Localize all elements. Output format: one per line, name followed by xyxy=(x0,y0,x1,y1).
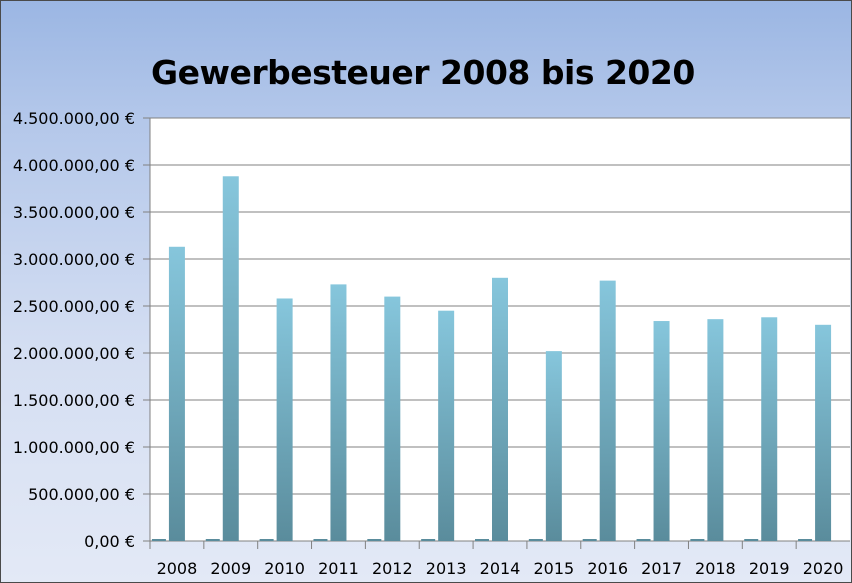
bar-baseline-marker xyxy=(475,539,489,541)
bar-baseline-marker xyxy=(151,539,166,541)
bar xyxy=(168,246,185,541)
bar xyxy=(707,319,724,541)
x-tick-label: 2012 xyxy=(372,559,413,578)
y-tick-label: 2.000.000,00 € xyxy=(13,344,135,363)
bar-baseline-marker xyxy=(367,539,382,541)
y-tick-label: 3.500.000,00 € xyxy=(13,203,135,222)
bar xyxy=(545,351,562,541)
bar xyxy=(599,280,616,541)
bar-baseline-marker xyxy=(313,539,328,541)
bar xyxy=(384,296,401,541)
x-tick-label: 2011 xyxy=(318,559,359,578)
bar-baseline-marker xyxy=(690,539,705,541)
y-tick-label: 500.000,00 € xyxy=(28,485,135,504)
y-tick-label: 0,00 € xyxy=(84,532,135,551)
x-tick-label: 2013 xyxy=(426,559,467,578)
x-tick-label: 2009 xyxy=(210,559,251,578)
bar-baseline-marker xyxy=(421,539,436,541)
bar-baseline-marker xyxy=(582,539,597,541)
x-tick-label: 2020 xyxy=(803,559,844,578)
x-tick-label: 2015 xyxy=(533,559,574,578)
x-tick-label: 2008 xyxy=(157,559,198,578)
bar xyxy=(653,321,670,541)
x-tick-label: 2017 xyxy=(641,559,682,578)
y-tick-label: 4.000.000,00 € xyxy=(13,156,135,175)
x-tick-label: 2018 xyxy=(695,559,736,578)
bar xyxy=(815,324,832,541)
y-tick-label: 1.500.000,00 € xyxy=(13,391,135,410)
bar-baseline-marker xyxy=(528,539,543,541)
x-tick-label: 2019 xyxy=(749,559,790,578)
y-tick-label: 1.000.000,00 € xyxy=(13,438,135,457)
x-tick-label: 2014 xyxy=(480,559,521,578)
bar xyxy=(222,176,239,541)
bar xyxy=(761,317,778,541)
bar xyxy=(492,277,508,541)
x-tick-label: 2010 xyxy=(264,559,305,578)
bar-baseline-marker xyxy=(744,539,759,541)
bar-baseline-marker xyxy=(259,539,274,541)
y-tick-label: 4.500.000,00 € xyxy=(13,109,135,128)
bar-baseline-marker xyxy=(636,539,651,541)
chart-title: Gewerbesteuer 2008 bis 2020 xyxy=(151,53,695,92)
bar-baseline-marker xyxy=(798,539,813,541)
bar xyxy=(438,310,455,541)
x-tick-label: 2016 xyxy=(587,559,628,578)
y-tick-label: 3.000.000,00 € xyxy=(13,250,135,269)
bar xyxy=(276,298,293,541)
bar xyxy=(330,284,347,541)
y-tick-label: 2.500.000,00 € xyxy=(13,297,135,316)
bar-baseline-marker xyxy=(205,539,220,541)
